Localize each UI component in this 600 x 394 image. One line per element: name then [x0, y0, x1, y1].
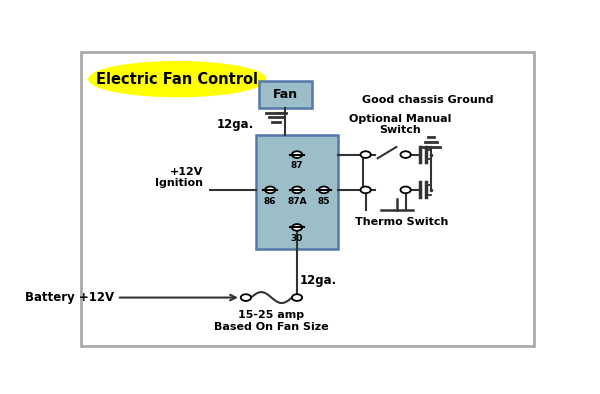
Text: Fan: Fan [273, 88, 298, 101]
Text: Battery +12V: Battery +12V [25, 291, 115, 304]
Text: 85: 85 [317, 197, 330, 206]
Text: Electric Fan Control: Electric Fan Control [97, 72, 259, 87]
FancyBboxPatch shape [256, 135, 338, 249]
Circle shape [292, 224, 302, 231]
Circle shape [401, 186, 411, 193]
FancyBboxPatch shape [80, 52, 535, 346]
Circle shape [292, 186, 302, 193]
Text: 12ga.: 12ga. [299, 274, 337, 287]
Circle shape [265, 186, 275, 193]
Text: Good chassis Ground: Good chassis Ground [362, 95, 494, 105]
Circle shape [361, 151, 371, 158]
Circle shape [241, 294, 251, 301]
FancyBboxPatch shape [259, 81, 312, 108]
Text: 86: 86 [264, 197, 277, 206]
Text: 87A: 87A [287, 197, 307, 206]
Text: +12V
Ignition: +12V Ignition [155, 167, 203, 188]
Text: 12ga.: 12ga. [217, 118, 254, 131]
Text: 30: 30 [291, 234, 303, 243]
Text: Thermo Switch: Thermo Switch [355, 217, 448, 227]
Circle shape [319, 186, 329, 193]
Circle shape [292, 294, 302, 301]
Ellipse shape [89, 62, 266, 97]
Text: 87: 87 [291, 161, 304, 170]
Circle shape [292, 151, 302, 158]
Circle shape [361, 186, 371, 193]
Circle shape [401, 151, 411, 158]
Text: 15-25 amp
Based On Fan Size: 15-25 amp Based On Fan Size [214, 310, 329, 332]
Text: Optional Manual
Switch: Optional Manual Switch [349, 114, 452, 136]
